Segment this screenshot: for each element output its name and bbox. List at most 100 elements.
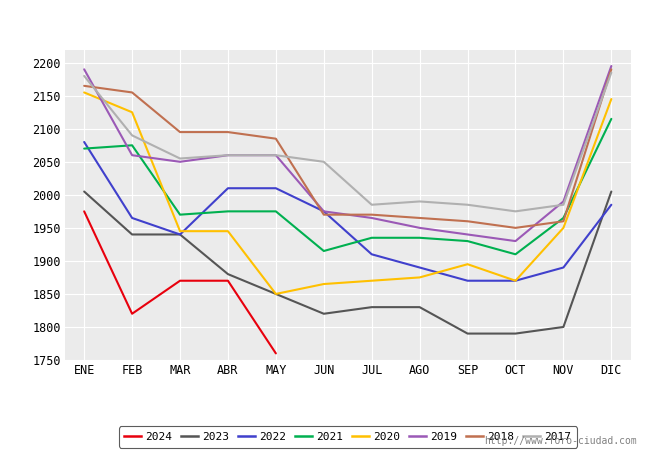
2022	[416, 265, 424, 270]
2017	[176, 156, 184, 161]
2022	[272, 185, 280, 191]
2020	[368, 278, 376, 284]
2023	[176, 232, 184, 237]
2023	[272, 291, 280, 297]
2023	[416, 305, 424, 310]
2021	[368, 235, 376, 240]
2018	[176, 130, 184, 135]
2022	[224, 185, 232, 191]
2021	[463, 238, 471, 244]
2018	[512, 225, 519, 230]
2024	[80, 209, 88, 214]
2021	[608, 116, 616, 122]
2018	[416, 215, 424, 220]
2020	[512, 278, 519, 284]
2023	[80, 189, 88, 194]
2018	[272, 136, 280, 141]
2022	[80, 140, 88, 145]
2022	[176, 232, 184, 237]
2019	[320, 209, 328, 214]
2021	[320, 248, 328, 254]
2022	[512, 278, 519, 284]
2019	[560, 199, 567, 204]
2018	[320, 212, 328, 217]
2021	[80, 146, 88, 151]
2021	[560, 215, 567, 220]
2017	[608, 70, 616, 75]
2022	[320, 209, 328, 214]
2020	[224, 229, 232, 234]
Line: 2018: 2018	[84, 69, 612, 228]
Text: http://www.foro-ciudad.com: http://www.foro-ciudad.com	[484, 436, 637, 446]
2021	[272, 209, 280, 214]
2018	[80, 83, 88, 89]
2017	[512, 209, 519, 214]
2019	[368, 215, 376, 220]
2018	[608, 67, 616, 72]
2017	[463, 202, 471, 207]
2017	[320, 159, 328, 165]
2021	[176, 212, 184, 217]
2023	[608, 189, 616, 194]
2019	[128, 153, 136, 158]
Line: 2017: 2017	[84, 72, 612, 212]
2020	[560, 225, 567, 230]
2022	[368, 252, 376, 257]
2020	[416, 274, 424, 280]
2023	[320, 311, 328, 316]
Text: Afiliados en Montefrío a 31/5/2024: Afiliados en Montefrío a 31/5/2024	[155, 11, 495, 29]
2021	[128, 143, 136, 148]
2019	[224, 153, 232, 158]
2019	[416, 225, 424, 230]
2020	[320, 281, 328, 287]
2018	[463, 219, 471, 224]
2019	[176, 159, 184, 165]
2017	[128, 133, 136, 138]
2017	[224, 153, 232, 158]
2020	[80, 90, 88, 95]
2017	[272, 153, 280, 158]
2020	[176, 229, 184, 234]
2017	[80, 73, 88, 79]
2019	[608, 63, 616, 69]
2017	[560, 202, 567, 207]
Line: 2021: 2021	[84, 119, 612, 254]
2018	[128, 90, 136, 95]
2019	[80, 67, 88, 72]
2017	[416, 199, 424, 204]
2023	[463, 331, 471, 336]
2019	[272, 153, 280, 158]
2023	[560, 324, 567, 330]
Line: 2022: 2022	[84, 142, 612, 281]
2024	[224, 278, 232, 284]
Line: 2020: 2020	[84, 92, 612, 294]
2018	[368, 212, 376, 217]
2024	[176, 278, 184, 284]
2017	[368, 202, 376, 207]
2020	[463, 261, 471, 267]
2022	[608, 202, 616, 207]
2022	[560, 265, 567, 270]
2021	[224, 209, 232, 214]
Legend: 2024, 2023, 2022, 2021, 2020, 2019, 2018, 2017: 2024, 2023, 2022, 2021, 2020, 2019, 2018…	[119, 427, 577, 448]
2022	[128, 215, 136, 220]
Line: 2024: 2024	[84, 212, 276, 353]
Line: 2023: 2023	[84, 192, 612, 333]
2020	[608, 96, 616, 102]
2023	[128, 232, 136, 237]
2018	[224, 130, 232, 135]
2023	[224, 271, 232, 277]
2018	[560, 219, 567, 224]
2019	[463, 232, 471, 237]
2022	[463, 278, 471, 284]
2024	[128, 311, 136, 316]
2020	[272, 291, 280, 297]
2021	[512, 252, 519, 257]
2023	[368, 305, 376, 310]
2023	[512, 331, 519, 336]
2020	[128, 109, 136, 115]
2021	[416, 235, 424, 240]
2024	[272, 351, 280, 356]
2019	[512, 238, 519, 244]
Line: 2019: 2019	[84, 66, 612, 241]
